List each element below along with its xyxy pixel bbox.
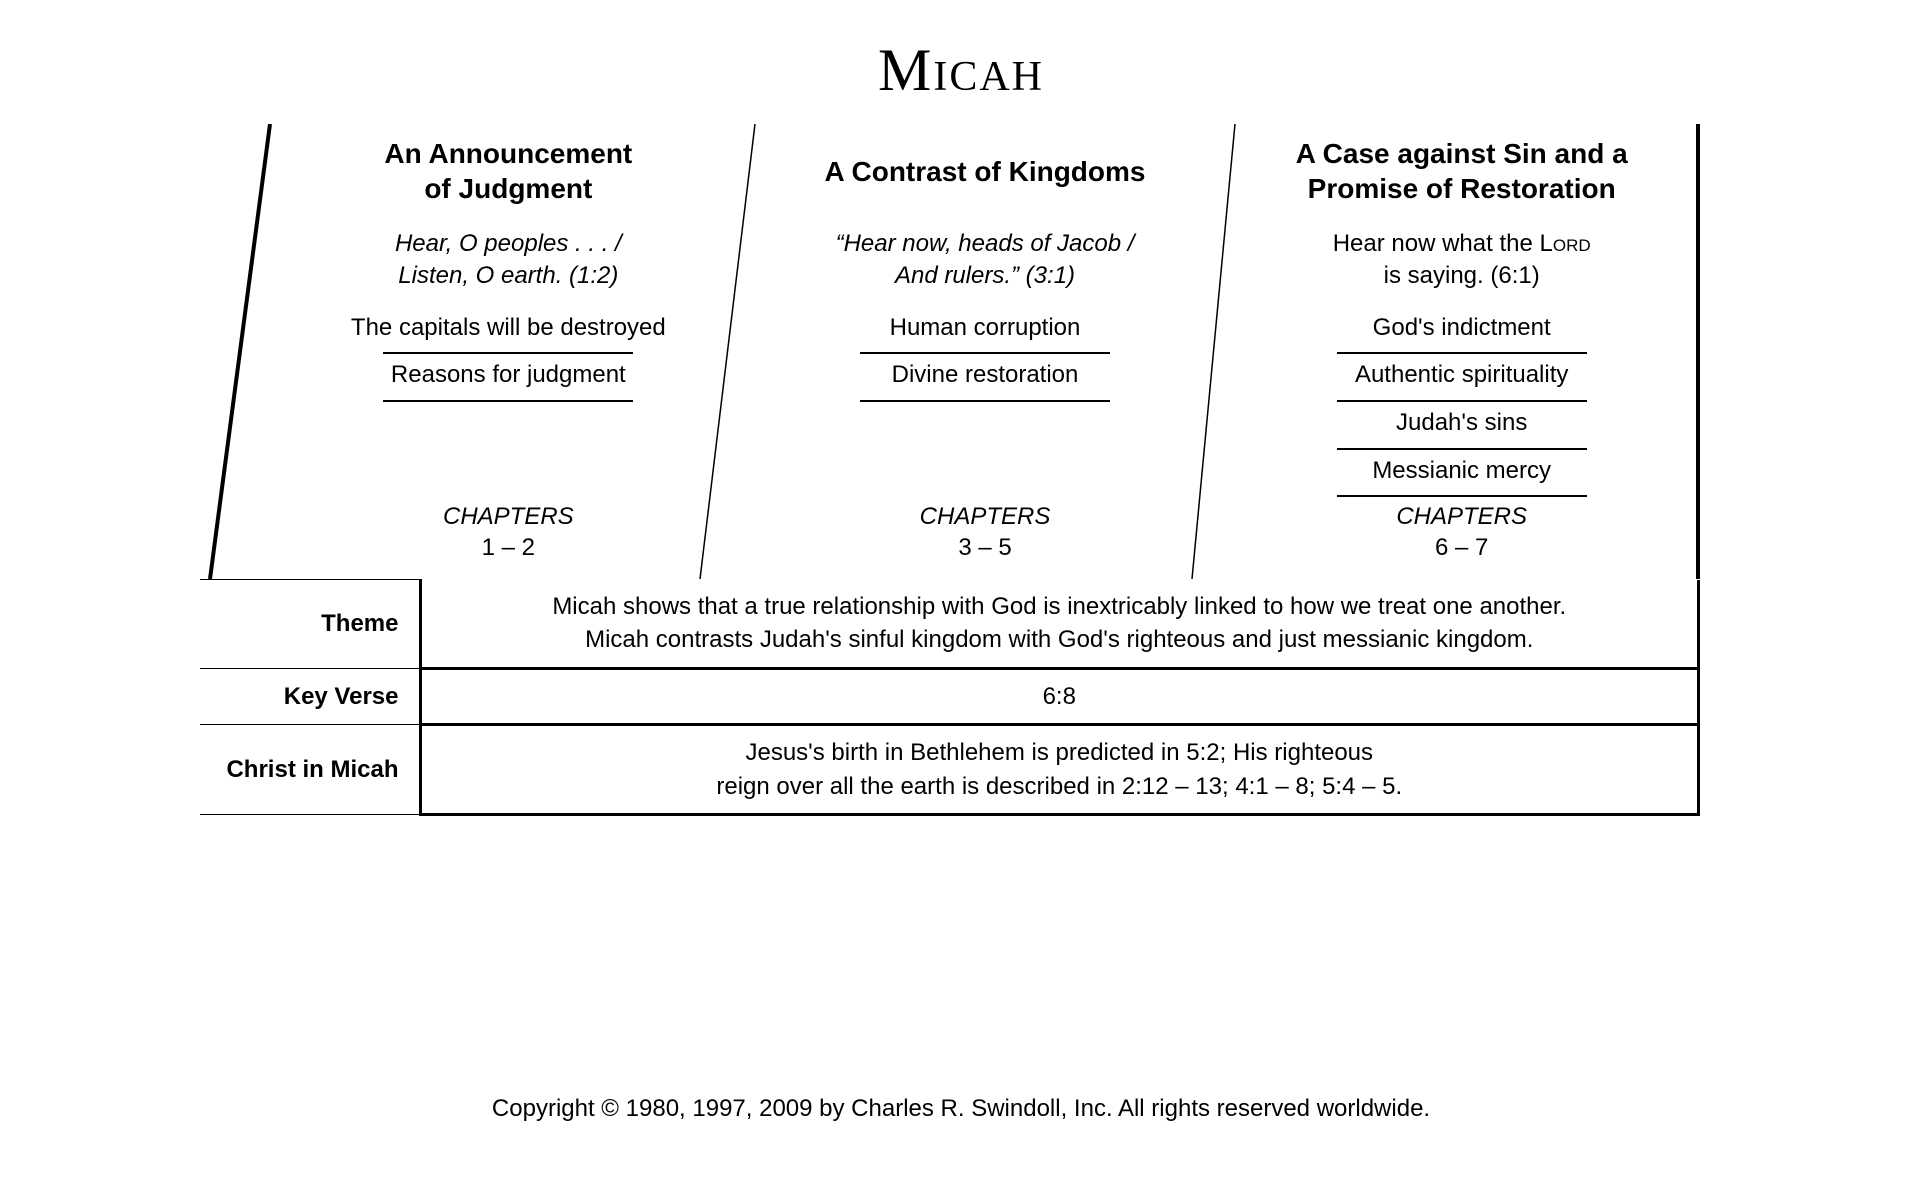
page-title: Micah — [0, 0, 1922, 105]
column-3: A Case against Sin and a Promise of Rest… — [1223, 124, 1700, 579]
column-header: An Announcement of Judgment — [300, 136, 717, 206]
column-inner: A Contrast of Kingdoms “Hear now, heads o… — [777, 136, 1194, 579]
row-label: Christ in Micah — [200, 725, 420, 815]
column-header: A Contrast of Kingdoms — [777, 136, 1194, 206]
table-row: Christ in MicahJesus's birth in Bethlehe… — [200, 725, 1699, 815]
column-topic: God's indictment — [1337, 307, 1587, 355]
column-topic-text: Messianic mercy — [1337, 450, 1587, 494]
column-quote: “Hear now, heads of Jacob / And rulers.”… — [777, 228, 1194, 293]
column-topic: Authentic spirituality — [1337, 354, 1587, 402]
column-1: An Announcement of Judgment Hear, O peopl… — [270, 124, 747, 579]
column-header: A Case against Sin and a Promise of Rest… — [1253, 136, 1670, 206]
columns-row: An Announcement of Judgment Hear, O peopl… — [200, 124, 1700, 579]
row-content: Jesus's birth in Bethlehem is predicted … — [420, 725, 1699, 815]
row-content: Micah shows that a true relationship wit… — [420, 580, 1699, 669]
column-inner: An Announcement of Judgment Hear, O peopl… — [300, 136, 717, 579]
column-2: A Contrast of Kingdoms “Hear now, heads o… — [747, 124, 1224, 579]
column-topic: Reasons for judgment — [383, 354, 633, 402]
column-topic-text: God's indictment — [1337, 307, 1587, 351]
column-topic: Divine restoration — [860, 354, 1110, 402]
chapters-range: 1 – 2 — [482, 534, 535, 561]
row-label: Key Verse — [200, 668, 420, 725]
table-row: Key Verse6:8 — [200, 668, 1699, 725]
summary-table: ThemeMicah shows that a true relationshi… — [200, 579, 1700, 816]
copyright-text: Copyright © 1980, 1997, 2009 by Charles … — [0, 1095, 1922, 1123]
column-inner: A Case against Sin and a Promise of Rest… — [1253, 136, 1670, 579]
column-topic-text: Judah's sins — [1337, 402, 1587, 446]
topic-rule — [1337, 495, 1587, 497]
column-topic-text: Reasons for judgment — [383, 354, 633, 398]
chapters-label: CHAPTERS — [1396, 503, 1527, 530]
row-label: Theme — [200, 580, 420, 669]
column-topic: Messianic mercy — [1337, 450, 1587, 498]
column-chapters: CHAPTERS 6 – 7 — [1253, 501, 1670, 563]
chapters-range: 6 – 7 — [1435, 534, 1488, 561]
column-chapters: CHAPTERS 3 – 5 — [777, 501, 1194, 563]
column-quote: Hear, O peoples . . . / Listen, O earth.… — [300, 228, 717, 293]
column-topic-text: Human corruption — [860, 307, 1110, 351]
left-spacer — [200, 124, 270, 579]
column-topic: Human corruption — [860, 307, 1110, 355]
row-content: 6:8 — [420, 668, 1699, 725]
column-quote: Hear now what the Lordis saying. (6:1) — [1253, 228, 1670, 293]
column-topic: Judah's sins — [1337, 402, 1587, 450]
column-topic-text: Divine restoration — [860, 354, 1110, 398]
column-topic-text: Authentic spirituality — [1337, 354, 1587, 398]
topic-rule — [860, 400, 1110, 402]
column-topic: The capitals will be destroyed — [351, 307, 666, 355]
column-topic-text: The capitals will be destroyed — [351, 307, 666, 351]
chapters-label: CHAPTERS — [443, 503, 574, 530]
chapters-label: CHAPTERS — [920, 503, 1051, 530]
chapters-range: 3 – 5 — [958, 534, 1011, 561]
table-row: ThemeMicah shows that a true relationshi… — [200, 580, 1699, 669]
topic-rule — [383, 400, 633, 402]
column-chapters: CHAPTERS 1 – 2 — [300, 501, 717, 563]
